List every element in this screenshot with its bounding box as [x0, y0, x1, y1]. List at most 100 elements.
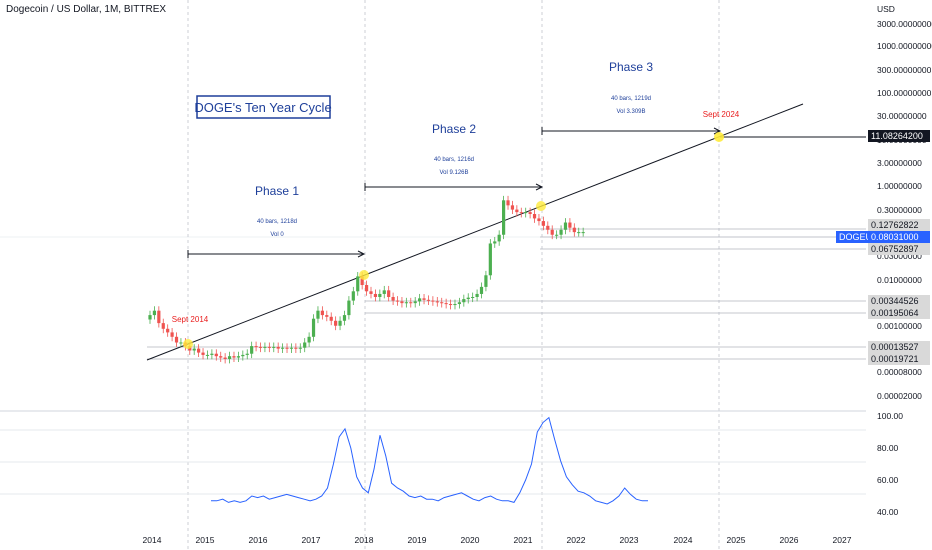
candle-body [409, 302, 413, 304]
phase3-vol: Vol 3.309B [616, 109, 645, 115]
candle-body [197, 348, 201, 353]
candle-body [192, 348, 196, 351]
candle-body [400, 301, 404, 304]
candle-body [272, 346, 276, 348]
oscillator-line [211, 416, 648, 505]
candle-body [422, 298, 426, 300]
candle-body [148, 315, 152, 320]
candle-body [488, 243, 492, 276]
time-axis-label: 2026 [780, 535, 799, 545]
level-tag-5: 0.00013527 [868, 341, 930, 353]
candle-body [479, 286, 484, 294]
candle-body [342, 315, 347, 321]
price-axis-label: 0.03000000 [877, 251, 922, 261]
sept2014-label: Sept 2014 [172, 315, 209, 324]
candle-body [157, 310, 161, 324]
candle-body [214, 353, 218, 357]
time-axis-label: 2016 [249, 535, 268, 545]
candle-body [289, 347, 294, 349]
phase1-title: Phase 1 [255, 184, 299, 198]
candle-body [563, 222, 568, 230]
time-axis-label: 2027 [833, 535, 852, 545]
candle-body [550, 229, 554, 235]
candle-body [303, 342, 307, 348]
candle-body [537, 218, 541, 222]
time-axis-label: 2019 [408, 535, 427, 545]
candle-body [466, 297, 470, 300]
candle-body [581, 232, 585, 234]
candle-body [356, 276, 360, 292]
price-axis: 3000.00000000 1000.00000000 300.00000000 10… [877, 19, 932, 401]
chart-title: Dogecoin / US Dollar, 1M, BITTREX [6, 4, 167, 15]
time-axis-label: 2023 [620, 535, 639, 545]
candle-body [541, 221, 545, 226]
level-tag-3: 0.00344526 [868, 295, 930, 307]
candle-body [364, 285, 369, 292]
price-axis-label: 3.00000000 [877, 158, 922, 168]
time-axis-label: 2014 [143, 535, 162, 545]
marker-sept2024 [714, 132, 724, 142]
phase3-title: Phase 3 [609, 60, 653, 74]
phase2-title: Phase 2 [432, 122, 476, 136]
level-tag-6: 0.00019721 [868, 353, 930, 365]
candle-body [338, 320, 342, 326]
candle-body [241, 354, 245, 357]
phase3-bars: 40 bars, 1219d [611, 96, 651, 102]
phase1-range [187, 250, 366, 258]
time-axis-label: 2018 [355, 535, 374, 545]
candle-body [311, 318, 316, 337]
candle-body [395, 300, 400, 302]
candle-body [276, 346, 280, 349]
candle-body [329, 316, 333, 321]
phase1-bars: 40 bars, 1218d [257, 219, 297, 225]
price-axis-label: 1000.00000000 [877, 41, 932, 51]
candle-body [325, 315, 329, 317]
candle-body [227, 356, 232, 360]
time-axis: 2014 2015 2016 2017 2018 2019 2020 2021 2022 2023… [143, 535, 852, 545]
phase2-range [364, 183, 544, 191]
headline-text: DOGE's Ten Year Cycle [194, 100, 331, 115]
candle-body [258, 346, 263, 348]
candle-body [267, 346, 271, 348]
doge-price-tag: 0.08031000 [868, 231, 930, 243]
candle-body [391, 296, 395, 301]
candle-body [320, 310, 324, 316]
candle-body [201, 352, 205, 355]
candle-body [515, 209, 519, 213]
time-axis-label: 2025 [727, 535, 746, 545]
candle-body [471, 296, 475, 298]
marker-2021 [536, 201, 546, 211]
time-axis-label: 2017 [302, 535, 321, 545]
candle-body [493, 241, 497, 244]
candle-body [378, 293, 382, 297]
candle-body [360, 276, 364, 286]
candle-body [223, 357, 227, 360]
candle-body [174, 336, 179, 343]
candle-body [351, 291, 355, 301]
candle-body [577, 232, 581, 234]
candle-body [307, 336, 311, 343]
oscillator-axis-label: 60.00 [877, 475, 899, 485]
candle-body [316, 310, 320, 319]
candle-body [179, 342, 183, 344]
trend-line [146, 103, 804, 361]
price-axis-label: 100.00000000 [877, 88, 932, 98]
candle-body [369, 291, 373, 294]
candle-body [510, 205, 515, 210]
candle-body [161, 323, 165, 329]
phase3-range [541, 127, 722, 135]
level-tag-1: 0.12762822 [868, 219, 930, 231]
candle-body [166, 328, 170, 333]
candle-body [294, 347, 298, 349]
target-price-tag: 11.08264200 [868, 130, 930, 142]
time-axis-label: 2020 [461, 535, 480, 545]
candle-body [568, 222, 572, 228]
price-axis-label: 0.01000000 [877, 275, 922, 285]
candles [148, 195, 585, 364]
level-tag-4: 0.00195064 [868, 307, 930, 319]
candle-body [440, 302, 444, 304]
candle-body [462, 299, 466, 303]
oscillator-axis-label: 40.00 [877, 507, 899, 517]
candle-body [555, 234, 559, 236]
